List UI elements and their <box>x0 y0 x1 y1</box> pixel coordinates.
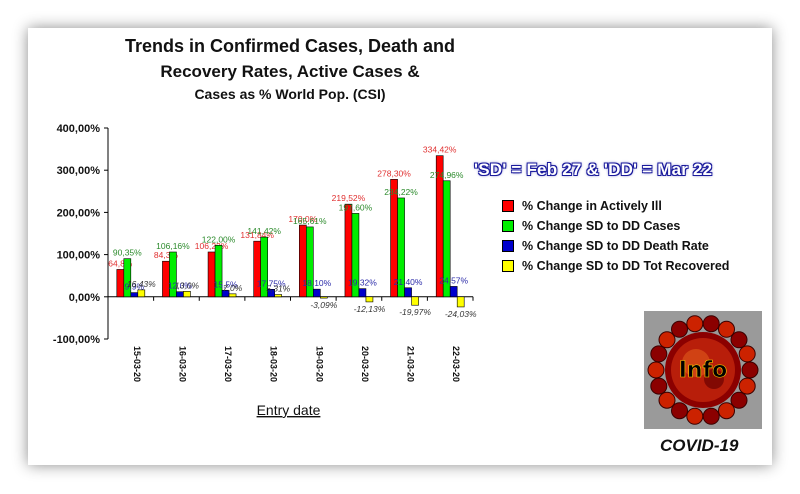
data-label: -3,09% <box>310 300 337 310</box>
bar-2-20-03-20 <box>351 213 360 298</box>
bar-1-15-03-20 <box>116 269 125 298</box>
bar-4-20-03-20 <box>365 296 374 303</box>
data-label: 15,5% <box>214 279 239 289</box>
x-axis-label: Entry date <box>257 402 321 418</box>
legend-label: % Change SD to DD Cases <box>522 219 681 233</box>
data-label: 165,61% <box>293 216 327 226</box>
logo-text: Info <box>679 358 728 383</box>
data-label: 234,22% <box>384 187 418 197</box>
x-tick-label: 15-03-20 <box>132 346 142 382</box>
bar-2-15-03-20 <box>123 258 132 298</box>
legend-item-2: % Change SD to DD Cases <box>502 216 729 236</box>
data-label: 278,30% <box>377 168 411 178</box>
data-label: 197,60% <box>339 202 373 212</box>
chart-title-line-1: Trends in Confirmed Cases, Death and <box>124 36 456 56</box>
data-label: 9,9% <box>125 282 145 292</box>
data-label: 13,0% <box>175 280 200 290</box>
bar-2-18-03-20 <box>260 236 268 298</box>
chart-card: Trends in Confirmed Cases, Death and Rec… <box>28 28 772 465</box>
x-tick-label: 18-03-20 <box>269 346 279 382</box>
legend-label: % Change SD to DD Death Rate <box>522 239 709 253</box>
data-label: 141,42% <box>247 226 281 236</box>
bar-4-17-03-20 <box>228 293 237 298</box>
data-label: 90,35% <box>113 248 142 258</box>
y-tick-label: 400,00% <box>57 123 101 135</box>
y-tick-label: 100,00% <box>57 250 101 262</box>
chart-title-line-2: Recovery Rates, Active Cases & <box>160 62 420 81</box>
bar-chart: 400,00% 300,00% 200,00% 100,00% 0,00% -100,00… <box>53 123 477 418</box>
bar-4-18-03-20 <box>274 294 282 298</box>
bar-3-19-03-20 <box>313 288 321 298</box>
y-tick-label: -100,00% <box>53 334 100 346</box>
data-label: 106,22% <box>195 241 229 251</box>
bar-3-18-03-20 <box>267 289 275 298</box>
covid-virus-logo: Info <box>644 311 762 429</box>
legend-label: % Change in Actively Ill <box>522 199 662 213</box>
bar-1-18-03-20 <box>253 240 261 298</box>
data-label: -12,13% <box>354 304 386 314</box>
bar-3-22-03-20 <box>449 286 458 298</box>
bar-3-16-03-20 <box>176 291 184 298</box>
virus-icon: Info <box>647 315 759 425</box>
bar-3-20-03-20 <box>358 288 367 298</box>
y-tick-label: 0,00% <box>69 292 100 304</box>
data-label: 122,00% <box>202 234 236 244</box>
bar-4-22-03-20 <box>456 296 465 308</box>
bar-1-16-03-20 <box>162 260 170 298</box>
data-label: 5,31% <box>266 284 291 294</box>
bar-1-17-03-20 <box>207 251 216 298</box>
legend-swatch <box>502 260 514 272</box>
data-label: 18,10% <box>302 278 331 288</box>
bar-4-16-03-20 <box>183 291 191 298</box>
legend-item-4: % Change SD to DD Tot Recovered <box>502 256 729 276</box>
bar-4-15-03-20 <box>137 289 146 298</box>
data-label: 17,75% <box>257 278 286 288</box>
data-label: 7,0% <box>223 283 243 293</box>
x-tick-label: 16-03-20 <box>177 346 187 382</box>
data-label: 170,0% <box>288 214 317 224</box>
bar-2-22-03-20 <box>442 180 451 298</box>
data-label: 16,43% <box>127 279 156 289</box>
chart-legend: % Change in Actively Ill % Change SD to D… <box>502 196 729 276</box>
covid-caption: COVID-19 <box>660 436 739 455</box>
data-label: 21,40% <box>394 277 423 287</box>
bar-3-15-03-20 <box>130 292 139 298</box>
x-tick-label: 19-03-20 <box>314 346 324 382</box>
legend-label: % Change SD to DD Tot Recovered <box>522 259 730 273</box>
bar-2-19-03-20 <box>306 226 314 298</box>
data-label: 19,32% <box>348 278 377 288</box>
data-label: -24,03% <box>445 309 477 319</box>
data-label: 274,96% <box>430 170 464 180</box>
data-label: 24,57% <box>439 275 468 285</box>
data-label: 334,42% <box>423 145 457 155</box>
data-label: 12,0% <box>168 281 193 291</box>
y-tick-label: 200,00% <box>57 207 101 219</box>
data-label: 131,84% <box>240 230 274 240</box>
chart-title-line-3: Cases as % World Pop. (CSI) <box>194 86 386 102</box>
bar-4-21-03-20 <box>411 296 419 306</box>
bar-3-17-03-20 <box>221 289 230 298</box>
bar-4-19-03-20 <box>320 296 328 299</box>
data-label: -19,97% <box>399 307 431 317</box>
legend-swatch <box>502 220 514 232</box>
sd-dd-banner: 'SD' = Feb 27 & 'DD' = Mar 22 <box>474 160 713 179</box>
x-tick-label: 17-03-20 <box>223 346 233 382</box>
legend-swatch <box>502 240 514 252</box>
legend-item-3: % Change SD to DD Death Rate <box>502 236 729 256</box>
x-tick-label: 20-03-20 <box>360 346 370 382</box>
bar-2-21-03-20 <box>397 197 405 298</box>
legend-swatch <box>502 200 514 212</box>
data-label: 106,16% <box>156 241 190 251</box>
y-tick-label: 300,00% <box>57 165 101 177</box>
x-tick-label: 21-03-20 <box>406 346 416 382</box>
data-label: 64,8% <box>108 258 133 268</box>
data-label: 219,52% <box>332 193 366 203</box>
bar-2-17-03-20 <box>214 245 223 298</box>
bar-3-21-03-20 <box>404 287 412 298</box>
x-tick-label: 22-03-20 <box>451 346 461 382</box>
legend-item-1: % Change in Actively Ill <box>502 196 729 216</box>
data-label: 84,3% <box>154 250 179 260</box>
bar-2-16-03-20 <box>169 251 177 298</box>
